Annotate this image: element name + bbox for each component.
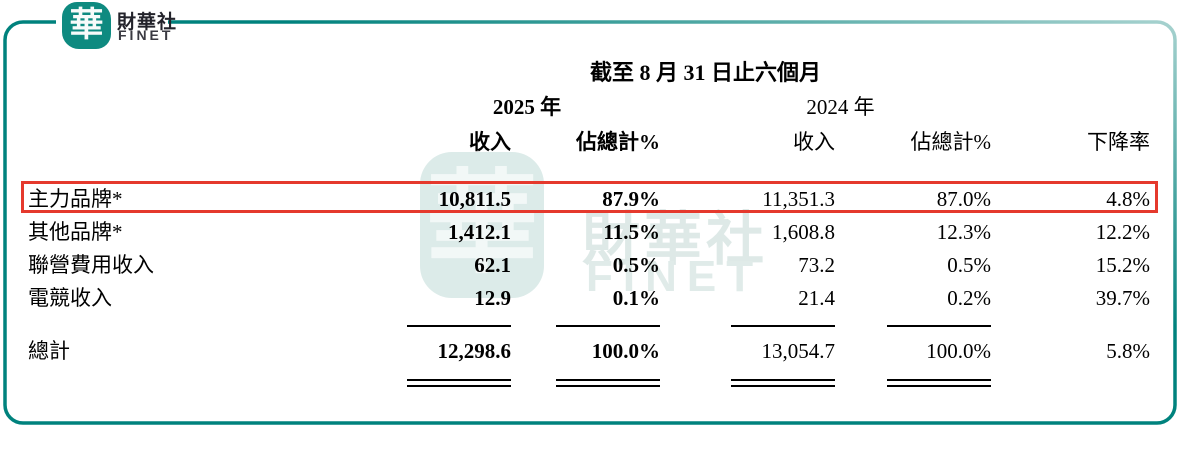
subtotal-rule-row xyxy=(28,315,1150,329)
watermark-name-en: FINET xyxy=(586,252,764,301)
row-rev-2025: 62.1 xyxy=(474,253,511,277)
row-decline: 12.2% xyxy=(1095,220,1150,244)
year-2025-label: 2025 年 xyxy=(492,95,562,119)
header-decline-rate: 下降率 xyxy=(1087,130,1150,154)
row-rev-2025: 12.9 xyxy=(474,286,511,310)
row-rev-2025: 1,412.1 xyxy=(448,220,511,244)
period-title: 截至 8 月 31 日止六個月 xyxy=(589,60,821,85)
brand-name-zh: 財華社 xyxy=(117,12,178,33)
year-group-row: 2025 年 2024 年 xyxy=(28,91,1150,124)
header-share-2024: 佔總計% xyxy=(910,130,992,154)
header-share-2025: 佔總計% xyxy=(576,130,660,154)
finet-logo-glyph: 華 xyxy=(69,6,104,44)
finet-logo-icon: 華 xyxy=(62,2,111,49)
double-rule xyxy=(407,379,511,387)
row-share-2024: 0.2% xyxy=(947,286,991,310)
row-decline: 39.7% xyxy=(1095,286,1150,310)
revenue-table: 截至 8 月 31 日止六個月 2025 年 2024 年 收入 佔總計% 收入… xyxy=(28,55,1150,387)
double-rule xyxy=(887,379,991,387)
table-row-total: 總計 12,298.6 100.0% 13,054.7 100.0% 5.8% xyxy=(28,329,1150,373)
row-label: 其他品牌* xyxy=(28,220,123,244)
watermark-logo-glyph: 華 xyxy=(426,163,538,287)
table-row-other-brands: 其他品牌* 1,412.1 11.5% 1,608.8 12.3% 12.2% xyxy=(28,216,1150,249)
single-rule xyxy=(407,325,511,327)
row-rev-2024: 21.4 xyxy=(798,286,835,310)
row-label: 主力品牌* xyxy=(28,187,123,211)
row-share-2025: 87.9% xyxy=(602,187,660,211)
row-label: 聯營費用收入 xyxy=(28,253,154,277)
watermark-logo: 華 xyxy=(420,152,544,298)
total-share-2025: 100.0% xyxy=(591,338,660,363)
total-double-rule-row xyxy=(28,373,1150,387)
single-rule xyxy=(731,325,835,327)
brand-name-en: FINET xyxy=(118,27,174,43)
row-rev-2024: 11,351.3 xyxy=(762,187,835,211)
header-gap xyxy=(28,155,1150,183)
row-rev-2024: 1,608.8 xyxy=(772,220,835,244)
table-title-row: 截至 8 月 31 日止六個月 xyxy=(28,55,1150,91)
header-revenue-2024: 收入 xyxy=(793,130,835,154)
year-2024-label: 2024 年 xyxy=(806,95,875,119)
header-spacer xyxy=(28,124,358,155)
total-share-2024: 100.0% xyxy=(926,338,991,363)
row-share-2024: 87.0% xyxy=(936,187,991,211)
single-rule xyxy=(556,325,660,327)
watermark-name-zh: 財華社 xyxy=(582,207,769,272)
row-share-2024: 12.3% xyxy=(936,220,991,244)
row-label: 電競收入 xyxy=(28,286,112,310)
row-decline: 15.2% xyxy=(1095,253,1150,277)
total-decline: 5.8% xyxy=(1106,338,1150,363)
header-revenue-2025: 收入 xyxy=(469,130,511,154)
total-rev-2024: 13,054.7 xyxy=(761,338,836,363)
table-row-franchise-fee-income: 聯營費用收入 62.1 0.5% 73.2 0.5% 15.2% xyxy=(28,249,1150,282)
double-rule xyxy=(556,379,660,387)
row-share-2025: 11.5% xyxy=(603,220,660,244)
table-row-esports-income: 電競收入 12.9 0.1% 21.4 0.2% 39.7% xyxy=(28,282,1150,315)
row-decline: 4.8% xyxy=(1106,187,1150,211)
row-rev-2025: 10,811.5 xyxy=(438,187,511,211)
table-row-main-brands: 主力品牌* 10,811.5 87.9% 11,351.3 87.0% 4.8% xyxy=(28,183,1150,216)
single-rule xyxy=(887,325,991,327)
row-rev-2024: 73.2 xyxy=(798,253,835,277)
row-share-2025: 0.1% xyxy=(612,286,660,310)
total-label: 總計 xyxy=(28,338,70,363)
row-share-2024: 0.5% xyxy=(947,253,991,277)
column-header-row: 收入 佔總計% 收入 佔總計% 下降率 xyxy=(28,124,1150,155)
total-rev-2025: 12,298.6 xyxy=(437,338,512,363)
double-rule xyxy=(731,379,835,387)
row-share-2025: 0.5% xyxy=(612,253,660,277)
